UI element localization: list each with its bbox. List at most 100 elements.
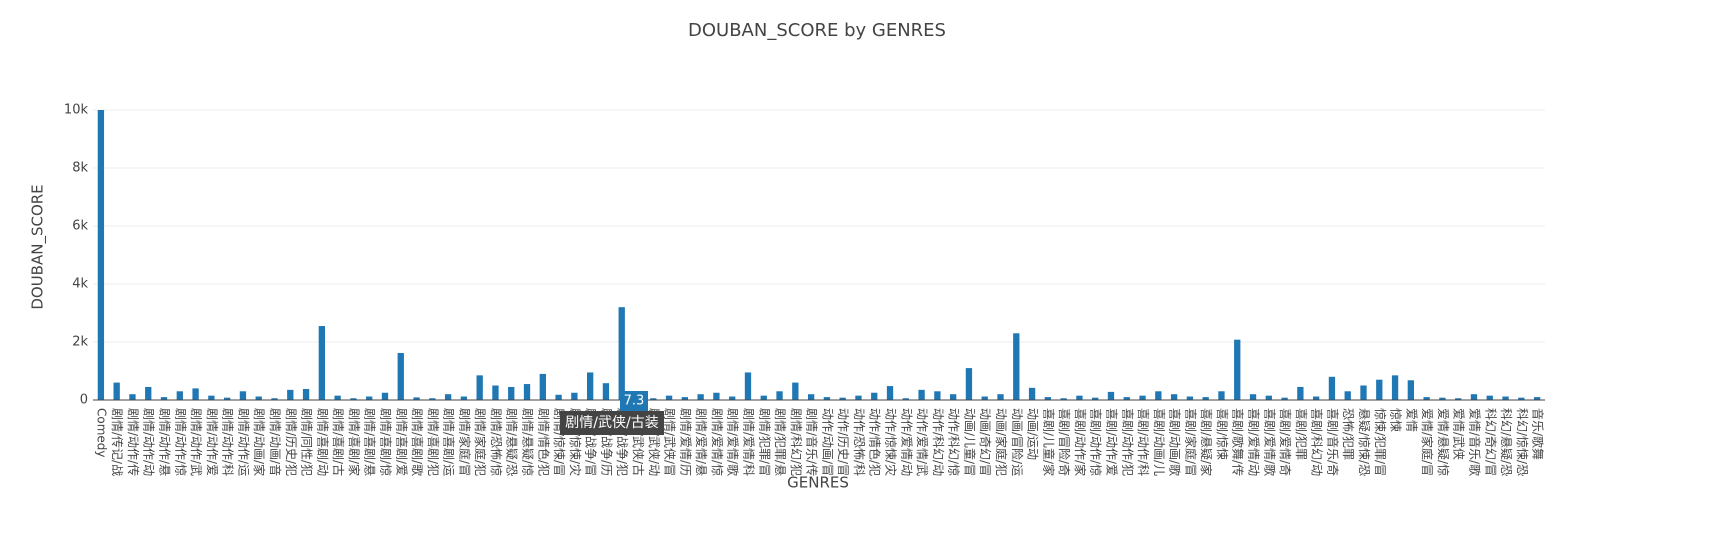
x-tick-label: 爱情 bbox=[1404, 408, 1418, 432]
x-tick-label: 喜剧/爱情/动 bbox=[1247, 408, 1261, 476]
x-tick-label: 喜剧/悬疑/家 bbox=[1199, 408, 1214, 476]
bar bbox=[760, 395, 767, 400]
bar bbox=[1265, 395, 1272, 400]
bar bbox=[239, 391, 247, 400]
bar bbox=[1376, 379, 1383, 400]
x-tick-label: 剧情/喜剧/家 bbox=[347, 408, 362, 476]
bar bbox=[1297, 386, 1304, 400]
y-tick-label: 6k bbox=[72, 219, 88, 234]
x-tick-label: 喜剧/惊悚 bbox=[1215, 408, 1230, 460]
bar bbox=[571, 392, 578, 400]
bar bbox=[113, 382, 120, 400]
x-tick-label: 动作/惊悚/灾 bbox=[884, 408, 899, 476]
x-tick-label: 喜剧/冒险/奇 bbox=[1057, 408, 1072, 476]
bar bbox=[665, 395, 673, 400]
x-tick-label: 剧情/悬疑/恐 bbox=[505, 408, 520, 476]
x-tick-label: 惊悚/犯罪/冒 bbox=[1373, 408, 1388, 476]
bar bbox=[839, 397, 846, 400]
x-tick-label: 剧情/动作/武 bbox=[189, 408, 203, 476]
bar bbox=[192, 388, 199, 400]
bar bbox=[476, 375, 483, 400]
y-tick-label: 4k bbox=[72, 277, 88, 292]
bar bbox=[302, 388, 310, 400]
bar bbox=[1249, 394, 1257, 400]
x-tick-label: 动画/奇幻/冒 bbox=[978, 408, 992, 476]
bar bbox=[413, 397, 420, 400]
x-tick-label: 剧情/喜剧/犯 bbox=[426, 408, 440, 476]
bar bbox=[1407, 380, 1415, 400]
tooltip-value: 7.3 bbox=[624, 394, 645, 409]
x-tick-label: 剧情/喜剧/爱 bbox=[394, 408, 408, 476]
x-tick-label: 动作/恐怖/科 bbox=[852, 408, 867, 476]
x-tick-label: 剧情/喜剧/歌 bbox=[410, 408, 425, 476]
x-tick-label: 剧情/动画/家 bbox=[252, 408, 267, 476]
bar bbox=[871, 392, 878, 400]
x-tick-label: 喜剧/动作/爱 bbox=[1104, 408, 1118, 476]
bar bbox=[1470, 394, 1478, 400]
bar bbox=[1092, 397, 1099, 400]
x-tick-label: 音乐/歌舞 bbox=[1531, 408, 1546, 460]
bar bbox=[1218, 391, 1225, 400]
x-tick-label: 剧情/喜剧/惊 bbox=[378, 408, 393, 476]
bar bbox=[350, 398, 357, 400]
x-tick-label: 剧情/动作/动 bbox=[142, 408, 156, 476]
x-tick-label: 喜剧/家庭/冒 bbox=[1183, 408, 1198, 476]
bar bbox=[823, 397, 831, 400]
bar bbox=[97, 110, 105, 400]
bar bbox=[176, 391, 183, 400]
x-tick-label: 爱情/家庭/冒 bbox=[1420, 408, 1435, 476]
x-tick-label: 喜剧/科幻/动 bbox=[1310, 408, 1324, 476]
bar bbox=[555, 394, 562, 400]
x-tick-label: 剧情/动画/音 bbox=[268, 408, 283, 476]
plot-area: 02k4k6k8k10kComedy 剧情/传记/战 剧情/动作/传 剧情/动作/动剧… bbox=[64, 103, 1546, 477]
bar bbox=[460, 396, 468, 400]
x-tick-label: 剧情/同性/犯 bbox=[300, 408, 314, 476]
x-tick-label: 动作/科幻/动 bbox=[931, 408, 945, 476]
x-axis-title: GENRES bbox=[787, 474, 849, 492]
bar bbox=[981, 396, 988, 400]
x-tick-label: 剧情/喜剧/悬 bbox=[363, 408, 377, 476]
x-tick-label: 动作/爱情/武 bbox=[915, 408, 929, 476]
bar bbox=[886, 386, 894, 400]
x-tick-label: 剧情/传记/战 bbox=[110, 408, 125, 476]
x-tick-label: 爱情/武侠 bbox=[1452, 408, 1466, 460]
bar bbox=[965, 368, 973, 400]
bar bbox=[1044, 397, 1052, 400]
x-tick-label: 恐怖/犯罪 bbox=[1341, 408, 1356, 460]
tooltip-value-box bbox=[620, 391, 648, 411]
bar bbox=[1486, 395, 1493, 400]
bar bbox=[318, 326, 326, 400]
x-tick-label: 爱情/悬疑/惊 bbox=[1436, 408, 1451, 476]
bar bbox=[1391, 375, 1399, 400]
x-tick-label: 剧情/犯罪/冒 bbox=[757, 408, 771, 476]
x-tick-label: 剧情/爱情/悬 bbox=[694, 408, 708, 476]
x-tick-label: 剧情/喜剧/动 bbox=[315, 408, 329, 476]
bar bbox=[902, 398, 909, 400]
bar bbox=[397, 353, 404, 400]
x-tick-label: 喜剧/动作/科 bbox=[1136, 408, 1150, 476]
x-tick-label: 动画/运动 bbox=[1026, 408, 1040, 460]
x-tick-label: 剧情/动作/爱 bbox=[205, 408, 219, 476]
bar bbox=[855, 395, 862, 400]
x-tick-label: 科幻/悬疑/恐 bbox=[1499, 408, 1514, 476]
x-tick-label: 动画/家庭/犯 bbox=[994, 408, 1009, 476]
tooltip: 7.3 剧情/武侠/古装 bbox=[560, 391, 664, 435]
bar bbox=[729, 396, 736, 400]
x-tick-label: 喜剧/动画/儿 bbox=[1152, 408, 1166, 476]
x-tick-label: 动画/儿童/冒 bbox=[962, 408, 977, 476]
x-tick-label: 剧情/爱情/歌 bbox=[726, 408, 741, 476]
x-tick-label: 动作/情色/犯 bbox=[868, 408, 882, 476]
bar bbox=[1281, 397, 1288, 400]
bar bbox=[586, 372, 594, 400]
x-tick-label: 喜剧/动作/惊 bbox=[1089, 408, 1104, 476]
x-tick-label: 剧情/动作/科 bbox=[221, 408, 235, 476]
x-tick-label: 爱情/音乐/歌 bbox=[1467, 408, 1482, 476]
bar bbox=[539, 373, 546, 400]
y-tick-label: 10k bbox=[64, 103, 89, 118]
x-tick-label: 喜剧/儿童/家 bbox=[1041, 408, 1056, 476]
y-tick-label: 8k bbox=[72, 161, 88, 176]
bar bbox=[1139, 395, 1146, 400]
y-axis-title: DOUBAN_SCORE bbox=[29, 184, 48, 309]
x-tick-label: 喜剧/动作/家 bbox=[1073, 408, 1088, 476]
x-tick-label: 剧情/家庭/犯 bbox=[473, 408, 488, 476]
